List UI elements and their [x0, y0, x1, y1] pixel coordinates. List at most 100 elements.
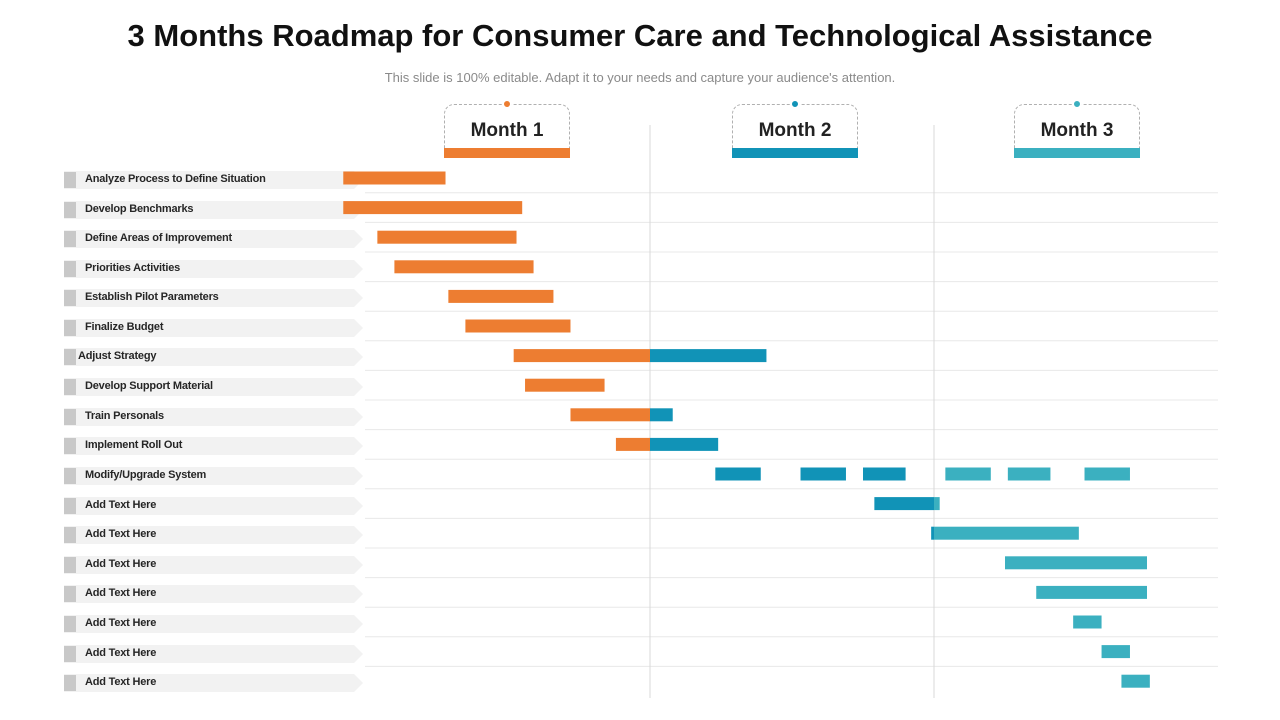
row-marker [64, 527, 76, 543]
gantt-bar [1101, 645, 1130, 659]
task-row: Add Text Here [64, 645, 364, 663]
task-row: Define Areas of Improvement [64, 230, 364, 248]
task-row: Add Text Here [64, 585, 364, 603]
row-arrow-shape [64, 289, 363, 307]
row-marker [64, 202, 76, 218]
task-row: Finalize Budget [64, 319, 364, 337]
task-row: Develop Support Material [64, 378, 364, 396]
task-label: Adjust Strategy [78, 350, 157, 362]
gantt-bar [863, 467, 906, 481]
row-arrow-shape [64, 230, 363, 248]
row-arrow-shape [64, 408, 363, 426]
row-marker [64, 646, 76, 662]
row-arrow-shape [64, 467, 363, 485]
row-marker [64, 409, 76, 425]
gantt-bar [1084, 467, 1130, 481]
gantt-bar [1073, 615, 1102, 629]
task-label: Develop Benchmarks [85, 203, 194, 215]
row-arrow-shape [64, 585, 363, 603]
row-marker [64, 616, 76, 632]
month-1-dot-icon [502, 99, 512, 109]
task-label: Implement Roll Out [85, 439, 183, 451]
gantt-bar [394, 260, 534, 274]
task-label: Add Text Here [85, 558, 157, 570]
task-row: Add Text Here [64, 497, 364, 515]
row-arrow-shape [64, 201, 363, 219]
row-marker [64, 379, 76, 395]
gantt-bar [377, 230, 517, 244]
task-label: Define Areas of Improvement [85, 232, 233, 244]
task-row: Add Text Here [64, 674, 364, 692]
gantt-bar [513, 349, 650, 363]
row-arrow-shape [64, 171, 363, 189]
gantt-bar [1007, 467, 1051, 481]
page-title: 3 Months Roadmap for Consumer Care and T… [127, 18, 1153, 53]
month-2-label: Month 2 [758, 120, 832, 141]
gantt-bar [874, 497, 934, 511]
gantt-bar [800, 467, 846, 481]
row-marker [64, 586, 76, 602]
gantt-bar [570, 408, 650, 422]
task-row: Add Text Here [64, 556, 364, 574]
task-label: Train Personals [85, 410, 164, 422]
row-marker [64, 498, 76, 514]
task-row: Add Text Here [64, 615, 364, 633]
gantt-bar [1005, 556, 1147, 570]
row-arrow-shape [64, 556, 363, 574]
month-1-bar [444, 148, 570, 158]
month-2-header: Month 2 [732, 99, 858, 158]
task-row: Priorities Activities [64, 260, 364, 278]
task-label: Modify/Upgrade System [85, 469, 207, 481]
task-label: Add Text Here [85, 528, 157, 540]
row-marker [64, 557, 76, 573]
task-row: Establish Pilot Parameters [64, 289, 364, 307]
task-label: Analyze Process to Define Situation [85, 173, 266, 185]
gantt-bar [343, 171, 446, 185]
gantt-bar [650, 437, 719, 451]
gantt-bar [931, 526, 934, 540]
bar-label: UAT [944, 351, 962, 361]
task-row: Modify/Upgrade System [64, 467, 364, 485]
row-arrow-shape [64, 437, 363, 455]
row-arrow-shape [64, 260, 363, 278]
month-3-bar [1014, 148, 1140, 158]
month-3-header: Month 3 [1014, 99, 1140, 158]
gantt-bar [934, 526, 1079, 540]
task-label: Add Text Here [85, 499, 157, 511]
month-1-header: Month 1 [444, 99, 570, 158]
row-arrow-shape [64, 674, 363, 692]
task-row: Adjust Strategy [64, 348, 364, 366]
row-arrow-shape [64, 319, 363, 337]
task-label: Priorities Activities [85, 262, 181, 274]
task-row: Analyze Process to Define Situation [64, 171, 364, 189]
row-marker [64, 290, 76, 306]
gantt-bar [934, 497, 940, 511]
row-arrow-shape [64, 378, 363, 396]
month-1-label: Month 1 [470, 120, 544, 141]
month-3-dot-icon [1072, 99, 1082, 109]
gantt-bar [343, 201, 523, 215]
row-arrow-shape [64, 497, 363, 515]
month-2-dot-icon [790, 99, 800, 109]
gantt-bar [715, 467, 761, 481]
row-arrow-shape [64, 615, 363, 633]
row-marker [64, 172, 76, 188]
task-label: Add Text Here [85, 587, 157, 599]
month-3-label: Month 3 [1040, 120, 1114, 141]
task-row: Develop Benchmarks [64, 201, 364, 219]
gantt-bar [615, 437, 650, 451]
gantt-bar [465, 319, 571, 333]
month-2-bar [732, 148, 858, 158]
task-label: Establish Pilot Parameters [85, 291, 219, 303]
row-marker [64, 438, 76, 454]
task-row: Add Text Here [64, 526, 364, 544]
row-arrow-shape [64, 645, 363, 663]
gantt-bar [650, 408, 673, 422]
row-arrow-shape [64, 348, 363, 366]
row-marker [64, 261, 76, 277]
row-marker [64, 231, 76, 247]
row-marker [64, 468, 76, 484]
task-row: Train Personals [64, 408, 364, 426]
gantt-bar [1121, 674, 1150, 688]
